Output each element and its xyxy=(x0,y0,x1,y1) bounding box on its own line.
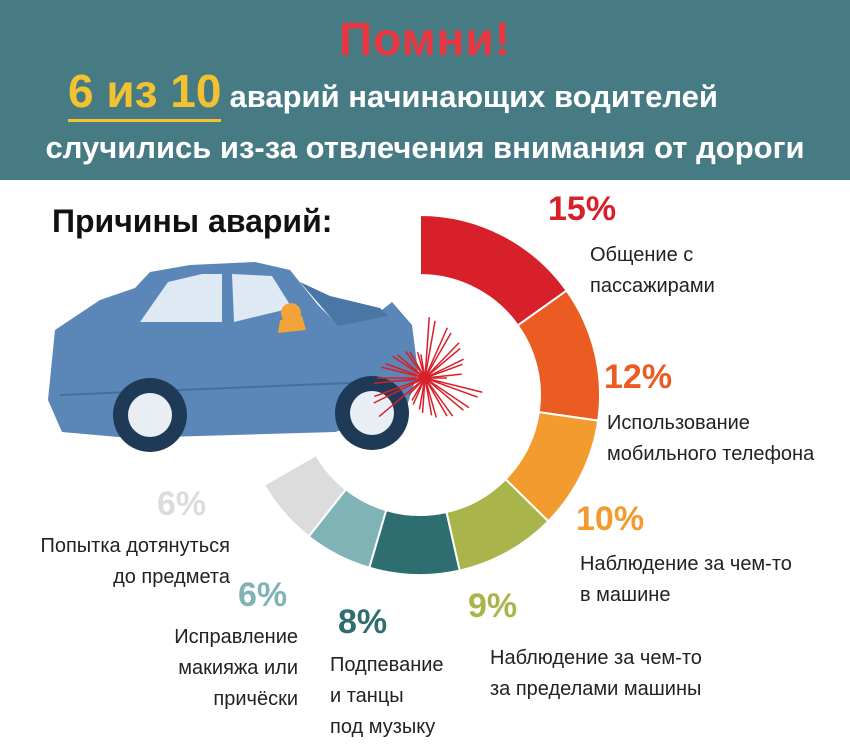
reason-1-label: Общение с пассажирами xyxy=(590,244,715,297)
reason-3-percent: 10% xyxy=(576,500,645,538)
burst-ray xyxy=(424,377,454,417)
burst-ray xyxy=(424,317,431,379)
reason-3-label: Наблюдение за чем-то в машине xyxy=(580,553,792,606)
section-heading: Причины аварий: xyxy=(52,203,333,239)
reason-2-percent: 12% xyxy=(604,358,673,396)
burst-ray xyxy=(424,377,464,411)
burst-ray xyxy=(373,377,426,404)
burst-ray xyxy=(378,377,426,418)
reason-4-label: Наблюдение за чем-то за пределами машины xyxy=(490,647,702,700)
burst-ray xyxy=(424,377,470,409)
burst-ray xyxy=(424,342,460,379)
reason-6-percent: 6% xyxy=(238,576,288,614)
burst-ray xyxy=(374,377,426,398)
reason-5-label: Подпевание и танцы под музыку xyxy=(330,654,444,738)
burst-ray xyxy=(424,347,461,379)
burst-ray xyxy=(424,377,433,416)
banner-line-1: 6 из 10 аварий начинающих водителей xyxy=(68,64,718,122)
burst-core xyxy=(419,372,431,384)
burst-ray xyxy=(424,377,448,417)
burst-ray xyxy=(385,362,426,379)
burst-ray xyxy=(424,363,463,379)
banner-line-2: случились из-за отвлечения внимания от д… xyxy=(45,130,805,165)
banner-stat: 6 из 10 xyxy=(68,65,222,122)
reason-2-label: Использование мобильного телефона xyxy=(607,412,815,465)
burst-ray xyxy=(424,373,462,379)
reason-7-percent: 6% xyxy=(157,485,207,523)
reason-6-label: Исправление макияжа или причёски xyxy=(174,626,298,710)
banner-title: Помни! xyxy=(339,13,511,65)
crashed-car-illustration xyxy=(48,262,421,452)
header-banner: Помни! 6 из 10 аварий начинающих водителе… xyxy=(0,0,850,180)
burst-ray xyxy=(424,332,452,379)
reason-7-label: Попытка дотянуться до предмета xyxy=(40,535,230,588)
reason-4-percent: 9% xyxy=(468,587,518,625)
reasons-donut-chart xyxy=(262,213,601,576)
reason-5-percent: 8% xyxy=(338,603,388,641)
burst-ray xyxy=(424,327,449,379)
impact-burst xyxy=(373,317,483,418)
burst-ray xyxy=(424,377,483,394)
burst-ray xyxy=(424,377,478,398)
burst-ray xyxy=(374,377,426,385)
reason-1-percent: 15% xyxy=(548,190,617,228)
infographic-artwork xyxy=(48,213,601,576)
banner-line-1-text: аварий начинающих водителей xyxy=(229,79,718,114)
burst-ray xyxy=(424,320,436,379)
burst-ray xyxy=(381,366,426,379)
donut-segment-7 xyxy=(262,453,348,538)
